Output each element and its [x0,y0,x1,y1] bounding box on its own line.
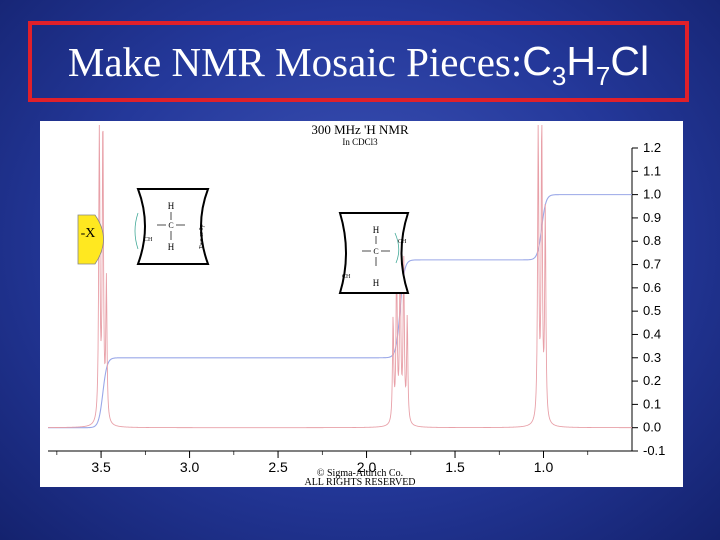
copyright-line-1: © Sigma-Aldrich Co. [317,468,403,479]
y-tick-label: 0.8 [643,233,661,248]
ch2-mosaic-piece-a[interactable]: H C H CH Two or 3p [134,188,210,265]
ch2-piece-b-shape [338,212,410,294]
ch2-piece-a-shape [136,188,210,265]
x-tick-label: 2.5 [268,459,288,475]
ch2-piece-b-bottom: H [373,278,380,288]
x-tick-label: 1.0 [534,459,554,475]
ch2-piece-a-left-arc [134,212,139,250]
y-tick-label: 0.4 [643,326,661,341]
nmr-spectrum: 300 MHz 'H NMR In CDCl3 3.5 3.0 2.5 2.0 1.5 1… [40,121,683,487]
copyright-line-2: ALL RIGHTS RESERVED [304,477,415,487]
spectrum-trace [48,124,632,429]
ch2-mosaic-piece-b[interactable]: H C H CH CH [338,212,410,294]
y-tick-label: 0.3 [643,350,661,365]
y-tick-label: 0.9 [643,210,661,225]
y-tick-label: 1.1 [643,163,661,178]
ch2-piece-b-center: C [373,247,378,256]
ch2-piece-a-bottom: H [168,242,175,252]
x-piece-label: -X [81,226,96,241]
ch2-piece-b-right: CH [398,239,407,245]
y-tick-label: 0.7 [643,257,661,272]
ch2-piece-b-right-arc [394,232,400,264]
formula-c: C [522,38,552,84]
y-tick-label: 0.2 [643,373,661,388]
y-tick-label: 0.6 [643,280,661,295]
title-formula: C3H7Cl [522,38,650,89]
formula-h-sub: 7 [595,61,611,91]
x-tick-label: 1.5 [445,459,465,475]
ch2-piece-b-top: H [373,225,380,235]
formula-c-sub: 3 [551,61,567,91]
ch2-piece-a-right: Two or 3p [199,224,205,249]
x-tick-label: 3.5 [91,459,111,475]
formula-cl: Cl [610,38,650,84]
x-piece-shape [77,214,104,265]
chart-subtitle: In CDCl3 [342,137,378,147]
y-tick-label: 1.0 [643,187,661,202]
formula-h: H [566,38,596,84]
ch2-piece-a-center: C [168,221,173,230]
integral-curve [48,194,632,429]
ch2-piece-b-left: CH [342,274,351,280]
nmr-chart: 300 MHz 'H NMR In CDCl3 3.5 3.0 2.5 2.0 1.5 1… [48,122,665,487]
y-tick-label: 0.5 [643,303,661,318]
slide-title: Make NMR Mosaic Pieces: C3H7Cl [28,21,689,102]
y-tick-label: -0.1 [643,443,665,458]
y-tick-label: 0.0 [643,420,661,435]
ch2-piece-a-top: H [168,201,175,211]
x-tick-label: 3.0 [180,459,200,475]
title-text: Make NMR Mosaic Pieces: [67,38,523,85]
y-tick-label: 1.2 [643,140,661,155]
ch2-piece-a-left: CH [144,237,153,243]
x-tick-label: 2.0 [357,459,377,475]
x-mosaic-piece[interactable]: -X [77,214,104,265]
y-tick-label: 0.1 [643,396,661,411]
chart-title: 300 MHz 'H NMR [311,122,409,137]
